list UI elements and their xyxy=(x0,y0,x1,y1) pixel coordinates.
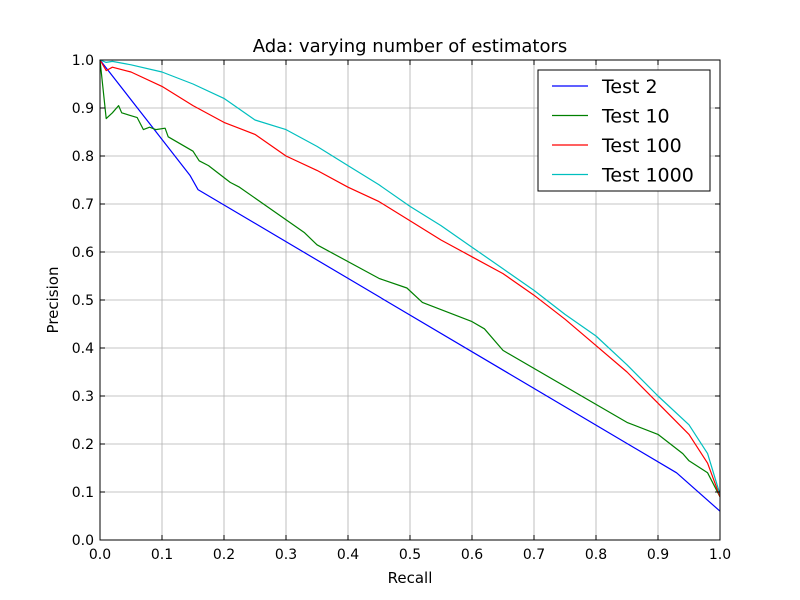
x-tick-label: 0.7 xyxy=(523,547,545,563)
y-tick-label: 0.1 xyxy=(72,485,94,501)
y-tick-label: 0.2 xyxy=(72,437,94,453)
y-tick-label: 0.6 xyxy=(72,245,94,261)
series-line-test-2 xyxy=(99,59,721,512)
y-tick-label: 0.5 xyxy=(72,293,94,309)
x-tick-label: 1.0 xyxy=(709,547,731,563)
y-tick-label: 0.8 xyxy=(72,149,94,165)
y-tick-label: 0.9 xyxy=(72,101,94,117)
x-tick-label: 0.3 xyxy=(275,547,297,563)
y-tick-label: 0.7 xyxy=(72,197,94,213)
legend-box xyxy=(537,69,711,192)
series-line-test-100 xyxy=(99,59,721,498)
legend: Test 2 Test 10 Test 100 Test 1000 xyxy=(537,69,711,192)
x-axis-title: Recall xyxy=(388,569,433,587)
x-tick-label: 0.8 xyxy=(585,547,607,563)
y-tick-label: 0.4 xyxy=(72,341,94,357)
series-lines xyxy=(99,59,721,512)
y-tick-label: 1.0 xyxy=(72,53,94,69)
x-tick-label: 0.1 xyxy=(151,547,173,563)
legend-label-test-1000: Test 1000 xyxy=(601,165,694,187)
y-axis-title: Precision xyxy=(44,267,62,334)
x-tick-label: 0.5 xyxy=(399,547,421,563)
legend-label-test-10: Test 10 xyxy=(601,106,670,128)
series-line-test-1000 xyxy=(99,59,721,495)
x-tick-label: 0.9 xyxy=(647,547,669,563)
axis-ticks: 0.0 0.1 0.2 0.3 0.4 0.5 0.6 0.7 0.8 0.9 1.0 0.0 0.1 0… xyxy=(72,53,731,563)
y-tick-label: 0.0 xyxy=(72,533,94,549)
legend-label-test-100: Test 100 xyxy=(601,135,682,157)
x-tick-label: 0.4 xyxy=(337,547,359,563)
y-tick-label: 0.3 xyxy=(72,389,94,405)
series-line-test-10 xyxy=(99,59,721,498)
x-tick-label: 0.0 xyxy=(89,547,111,563)
x-tick-label: 0.2 xyxy=(213,547,235,563)
x-tick-label: 0.6 xyxy=(461,547,483,563)
chart-title: Ada: varying number of estimators xyxy=(253,36,568,57)
legend-label-test-2: Test 2 xyxy=(601,76,658,98)
